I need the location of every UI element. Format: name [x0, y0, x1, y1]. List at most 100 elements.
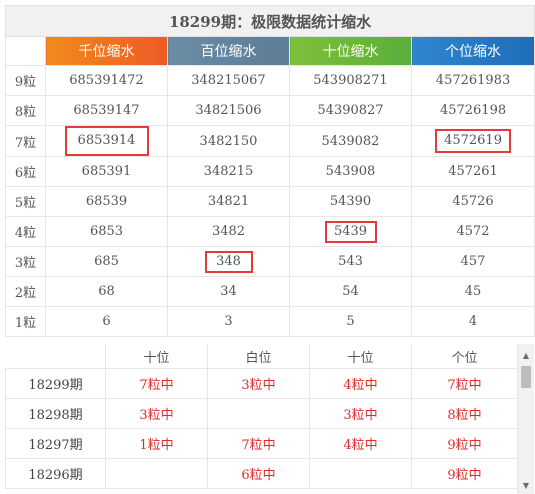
hit-cell: 4粒中: [309, 368, 412, 399]
hit-cell: 3粒中: [105, 398, 208, 429]
row-label: 5粒: [5, 186, 46, 217]
history-header-ge: 个位: [411, 344, 518, 369]
table-cell: 543: [289, 246, 412, 277]
row-label: 6粒: [5, 156, 46, 187]
table-cell: 348215: [167, 156, 290, 187]
issue-number: 18296期: [5, 458, 106, 489]
table-cell: 34821506: [167, 95, 290, 126]
scroll-up-arrow-icon[interactable]: ▲: [522, 351, 530, 360]
table-row: 9粒 685391472 348215067 543908271 4572619…: [5, 65, 535, 96]
table-cell: 68539147: [45, 95, 168, 126]
history-table: 十位 白位 十位 个位 18299期 7粒中 3粒中 4粒中 7粒中 18298…: [5, 344, 518, 489]
table-row: 7粒 6853914 3482150 5439082 4572619: [5, 125, 535, 157]
table-cell: 45: [410, 276, 535, 307]
table-cell-highlighted: 348: [167, 246, 290, 277]
issue-number: 18299期: [5, 368, 106, 399]
table-cell: 457: [410, 246, 535, 277]
history-header-bai: 白位: [207, 344, 310, 369]
table-row: 8粒 68539147 34821506 54390827 45726198: [5, 95, 535, 126]
table-cell: 685391: [45, 156, 168, 187]
hit-cell: 9粒中: [411, 428, 518, 459]
history-header-row: 十位 白位 十位 个位: [5, 344, 518, 369]
row-label: 9粒: [5, 65, 46, 96]
row-label: 1粒: [5, 306, 46, 337]
highlight-box: 6853914: [64, 126, 149, 156]
table-cell: 5: [289, 306, 412, 337]
vertical-scrollbar[interactable]: ▲ ▼: [517, 344, 534, 494]
row-label: 7粒: [5, 125, 46, 157]
table-cell-highlighted: 6853914: [45, 125, 168, 157]
page-title: 18299期：极限数据统计缩水: [4, 5, 535, 37]
issue-number: 18298期: [5, 398, 106, 429]
table-cell: 685: [45, 246, 168, 277]
hit-cell: 7粒中: [207, 428, 310, 459]
column-header-shi: 十位缩水: [289, 36, 412, 66]
history-header-shi: 十位: [105, 344, 208, 369]
table-cell: 3482: [167, 216, 290, 247]
table-cell: 54390: [289, 186, 412, 217]
table-cell: 457261983: [410, 65, 535, 96]
highlight-box: 4572619: [435, 129, 512, 153]
scrollbar-thumb[interactable]: [521, 366, 531, 388]
table-cell: 54: [289, 276, 412, 307]
history-header-shi-2: 十位: [309, 344, 412, 369]
history-row: 18296期 6粒中 9粒中: [5, 458, 518, 489]
scroll-down-arrow-icon[interactable]: ▼: [522, 481, 530, 490]
history-header-blank: [5, 344, 106, 369]
hit-cell: 8粒中: [411, 398, 518, 429]
table-row: 1粒 6 3 5 4: [5, 306, 535, 337]
table-row: 3粒 685 348 543 457: [5, 246, 535, 277]
hit-cell: 4粒中: [309, 428, 412, 459]
column-header-ge: 个位缩水: [410, 36, 535, 66]
table-cell: 68539: [45, 186, 168, 217]
hit-cell: 3粒中: [207, 368, 310, 399]
table-row: 4粒 6853 3482 5439 4572: [5, 216, 535, 247]
history-panel[interactable]: 十位 白位 十位 个位 18299期 7粒中 3粒中 4粒中 7粒中 18298…: [5, 344, 534, 494]
column-header-row: 千位缩水 百位缩水 十位缩水 个位缩水: [5, 36, 535, 66]
table-cell: 54390827: [289, 95, 412, 126]
header-blank-cell: [5, 36, 46, 66]
table-cell: 3: [167, 306, 290, 337]
hit-cell: 7粒中: [105, 368, 208, 399]
hit-cell: 9粒中: [411, 458, 518, 489]
hit-cell: [309, 458, 412, 489]
row-label: 3粒: [5, 246, 46, 277]
table-cell: 45726198: [410, 95, 535, 126]
table-cell: 4: [410, 306, 535, 337]
hit-cell: [105, 458, 208, 489]
table-cell: 45726: [410, 186, 535, 217]
table-cell-highlighted: 4572619: [410, 125, 535, 157]
hit-cell: 3粒中: [309, 398, 412, 429]
table-cell-highlighted: 5439: [289, 216, 412, 247]
column-header-qian: 千位缩水: [45, 36, 168, 66]
table-cell: 543908: [289, 156, 412, 187]
table-cell: 34821: [167, 186, 290, 217]
hit-cell: [207, 398, 310, 429]
row-label: 4粒: [5, 216, 46, 247]
table-cell: 543908271: [289, 65, 412, 96]
table-cell: 3482150: [167, 125, 290, 157]
table-cell: 4572: [410, 216, 535, 247]
row-label: 2粒: [5, 276, 46, 307]
hit-cell: 6粒中: [207, 458, 310, 489]
issue-number: 18297期: [5, 428, 106, 459]
table-cell: 457261: [410, 156, 535, 187]
table-cell: 34: [167, 276, 290, 307]
table-cell: 348215067: [167, 65, 290, 96]
table-cell: 685391472: [45, 65, 168, 96]
table-cell: 6853: [45, 216, 168, 247]
history-row: 18297期 1粒中 7粒中 4粒中 9粒中: [5, 428, 518, 459]
table-row: 5粒 68539 34821 54390 45726: [5, 186, 535, 217]
table-cell: 6: [45, 306, 168, 337]
table-cell: 68: [45, 276, 168, 307]
column-header-bai: 百位缩水: [167, 36, 290, 66]
history-row: 18298期 3粒中 3粒中 8粒中: [5, 398, 518, 429]
hit-cell: 1粒中: [105, 428, 208, 459]
table-row: 6粒 685391 348215 543908 457261: [5, 156, 535, 187]
row-label: 8粒: [5, 95, 46, 126]
table-row: 2粒 68 34 54 45: [5, 276, 535, 307]
shrink-stats-table: 18299期：极限数据统计缩水 千位缩水 百位缩水 十位缩水 个位缩水 9粒 6…: [4, 5, 535, 337]
highlight-box: 348: [204, 250, 253, 273]
hit-cell: 7粒中: [411, 368, 518, 399]
table-cell: 5439082: [289, 125, 412, 157]
